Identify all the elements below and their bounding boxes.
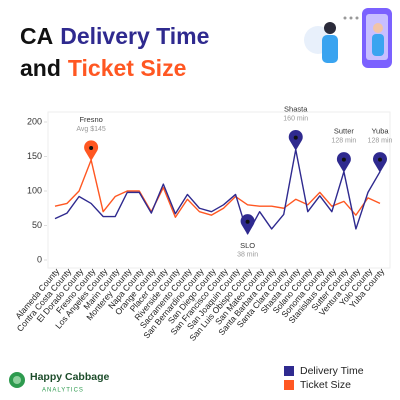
annotation-pin-dot bbox=[245, 219, 250, 224]
y-tick-label: 150 bbox=[27, 151, 42, 161]
annotation-label: Fresno bbox=[79, 115, 102, 124]
title-part: and bbox=[20, 55, 61, 81]
brand-logo bbox=[13, 376, 21, 384]
title-part: CA bbox=[20, 23, 53, 49]
annotation-pin bbox=[336, 152, 351, 173]
annotation-label: Shasta bbox=[284, 105, 308, 114]
y-tick-label: 200 bbox=[27, 116, 42, 126]
annotation-sublabel: 128 min bbox=[331, 138, 356, 145]
y-tick-label: 50 bbox=[32, 220, 42, 230]
annotation-pin-dot bbox=[293, 135, 298, 140]
title-part: Ticket Size bbox=[68, 55, 186, 81]
chart-title: and Ticket Size bbox=[20, 55, 186, 81]
annotation-pin bbox=[240, 214, 255, 235]
y-tick-label: 0 bbox=[37, 254, 42, 264]
annotation-pin-dot bbox=[89, 145, 94, 150]
illustration bbox=[304, 8, 392, 68]
annotation-label: SLO bbox=[240, 241, 255, 250]
annotation-pin bbox=[288, 129, 303, 151]
chart-title: CA Delivery Time bbox=[20, 23, 209, 49]
plot-frame bbox=[47, 111, 391, 269]
annotation-sublabel: Avg $145 bbox=[76, 126, 106, 133]
annotation-sublabel: 128 min bbox=[368, 138, 393, 145]
annotation-sublabel: 160 min bbox=[283, 115, 308, 122]
legend-label: Delivery Time bbox=[300, 365, 364, 377]
brand: Happy Cabbage ANALYTICS bbox=[9, 371, 110, 394]
annotation-pin-dot bbox=[378, 157, 382, 162]
brand-name: Happy Cabbage bbox=[30, 371, 110, 383]
series-line bbox=[54, 148, 381, 235]
legend-swatch bbox=[284, 380, 294, 390]
legend-swatch bbox=[284, 366, 294, 376]
annotation-pin-dot bbox=[341, 157, 346, 162]
annotation-label: Sutter bbox=[334, 127, 355, 136]
y-tick-label: 100 bbox=[27, 185, 42, 195]
annotation-sublabel: 38 min bbox=[237, 252, 258, 259]
annotation-pin bbox=[84, 140, 99, 161]
annotation-label: Yuba bbox=[371, 127, 389, 136]
series-line bbox=[54, 159, 381, 218]
annotation-pin bbox=[373, 152, 387, 173]
legend-label: Ticket Size bbox=[300, 379, 351, 391]
title-part: Delivery Time bbox=[60, 23, 209, 49]
brand-tagline: ANALYTICS bbox=[42, 388, 84, 394]
